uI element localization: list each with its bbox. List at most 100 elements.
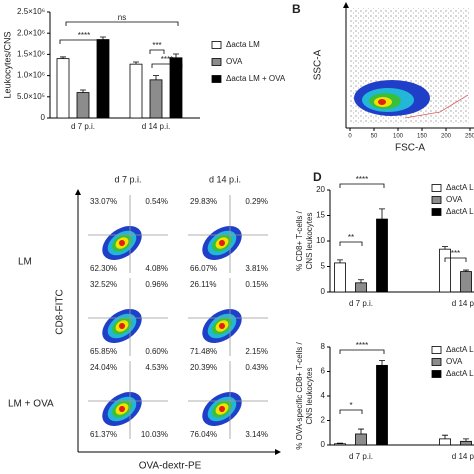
legend-label: ΔactA LM + OVA bbox=[446, 207, 474, 216]
quadrant-percent: 0.96% bbox=[145, 280, 168, 289]
quadrant-percent: 62.30% bbox=[90, 264, 117, 273]
quadrant-percent: 26.11% bbox=[190, 280, 217, 289]
bar bbox=[76, 92, 90, 119]
quadrant-percent: 0.54% bbox=[145, 197, 168, 206]
panel-label: B bbox=[292, 2, 301, 16]
quadrant-percent: 10.03% bbox=[141, 430, 168, 439]
quadrant-percent: 20.39% bbox=[190, 363, 217, 372]
significance-bracket bbox=[444, 257, 467, 262]
bar bbox=[169, 57, 183, 119]
y-tick-label: 6 bbox=[321, 367, 326, 376]
error-bar bbox=[337, 442, 343, 444]
error-bar bbox=[358, 428, 364, 434]
bar bbox=[355, 433, 367, 446]
legend-swatch bbox=[431, 208, 442, 216]
x-tick-label: d 7 p.i. bbox=[349, 452, 373, 461]
y-tick-label: 1.5×10⁶ bbox=[17, 50, 45, 59]
quadrant-percent: 61.37% bbox=[90, 430, 117, 439]
bar bbox=[376, 364, 388, 446]
cell-cluster bbox=[219, 240, 225, 246]
quadrant-percent: 3.14% bbox=[245, 430, 268, 439]
y-axis-label: % OVA-specific CD8+ T-cells / bbox=[295, 341, 304, 449]
quadrant-percent: 66.07% bbox=[190, 264, 217, 273]
y-tick-label: 10 bbox=[316, 236, 325, 245]
error-bar bbox=[442, 434, 448, 439]
bar bbox=[334, 443, 346, 446]
bar bbox=[56, 58, 70, 119]
x-tick-label: 0 bbox=[348, 134, 352, 140]
quadrant-percent: 71.48% bbox=[190, 347, 217, 356]
error-bar bbox=[100, 36, 106, 40]
x-tick-label: d 14 p.i. bbox=[452, 452, 474, 461]
significance-label: *** bbox=[152, 41, 161, 50]
error-bar bbox=[60, 56, 66, 59]
significance-bracket bbox=[339, 241, 363, 246]
legend-swatch bbox=[431, 184, 442, 192]
significance-bracket bbox=[65, 21, 179, 26]
legend-swatch bbox=[431, 370, 442, 378]
error-bar bbox=[379, 360, 385, 366]
x-tick-label: 200 bbox=[441, 134, 452, 140]
error-bar bbox=[133, 61, 139, 65]
x-tick-label: 100 bbox=[393, 134, 404, 140]
y-tick-label: 5 bbox=[321, 262, 326, 271]
quadrant-percent: 0.15% bbox=[245, 280, 268, 289]
legend-label: ΔactA LM bbox=[446, 183, 474, 192]
y-axis-label: Leukocytes/CNS bbox=[2, 31, 12, 98]
cell-cluster bbox=[219, 406, 225, 412]
bar bbox=[460, 440, 472, 446]
cell-cluster bbox=[119, 323, 125, 329]
bar bbox=[129, 63, 143, 119]
bar bbox=[355, 282, 367, 293]
legend-swatch bbox=[431, 346, 442, 354]
bar bbox=[334, 262, 346, 293]
quadrant-percent: 0.43% bbox=[245, 363, 268, 372]
y-axis-label: CNS leukocytes bbox=[305, 213, 314, 270]
x-tick-label: d 7 p.i. bbox=[71, 122, 95, 131]
significance-bracket bbox=[151, 63, 183, 68]
legend-swatch bbox=[211, 41, 222, 49]
legend-swatch bbox=[211, 58, 222, 66]
row-label: LM bbox=[18, 257, 32, 268]
cell-cluster bbox=[219, 323, 225, 329]
quadrant-percent: 2.15% bbox=[245, 347, 268, 356]
panel-label: D bbox=[313, 170, 322, 184]
legend-label: ΔactA LM bbox=[446, 345, 474, 354]
x-tick-label: 50 bbox=[371, 134, 378, 140]
error-bar bbox=[173, 53, 179, 58]
x-tick-label: d 7 p.i. bbox=[349, 299, 373, 308]
significance-bracket bbox=[339, 409, 363, 414]
quadrant-percent: 33.07% bbox=[90, 197, 117, 206]
quadrant-percent: 76.04% bbox=[190, 430, 217, 439]
density-plot bbox=[350, 8, 470, 123]
quadrant-percent: 0.60% bbox=[145, 347, 168, 356]
y-tick-label: 0 bbox=[41, 113, 46, 122]
y-axis-label: % CD8+ T-cells / bbox=[295, 210, 304, 270]
y-tick-label: 0 bbox=[321, 287, 326, 296]
quadrant-percent: 29.83% bbox=[190, 197, 217, 206]
significance-bracket bbox=[339, 349, 385, 354]
legend-swatch bbox=[211, 75, 222, 83]
error-bar bbox=[379, 208, 385, 220]
x-tick-label: 150 bbox=[417, 134, 428, 140]
significance-bracket bbox=[339, 183, 385, 188]
significance-label: **** bbox=[78, 31, 90, 40]
bar bbox=[149, 79, 163, 119]
legend-label: OVA bbox=[226, 57, 243, 66]
error-bar bbox=[463, 269, 469, 272]
y-tick-label: 1.0×10⁶ bbox=[17, 71, 45, 80]
quadrant-percent: 3.81% bbox=[245, 264, 268, 273]
y-tick-label: 8 bbox=[321, 342, 326, 351]
column-header: d 14 p.i. bbox=[209, 174, 241, 184]
bar bbox=[439, 248, 451, 293]
legend-label: ΔactA LM + OVA bbox=[446, 369, 474, 378]
quadrant-percent: 4.08% bbox=[145, 264, 168, 273]
legend-swatch bbox=[431, 358, 442, 366]
x-axis-label: FSC-A bbox=[395, 143, 425, 154]
significance-bracket bbox=[59, 39, 109, 44]
bar bbox=[96, 39, 110, 119]
y-tick-label: 5.0×10⁵ bbox=[17, 92, 45, 101]
significance-label: **** bbox=[161, 55, 173, 64]
significance-label: ** bbox=[348, 233, 354, 242]
